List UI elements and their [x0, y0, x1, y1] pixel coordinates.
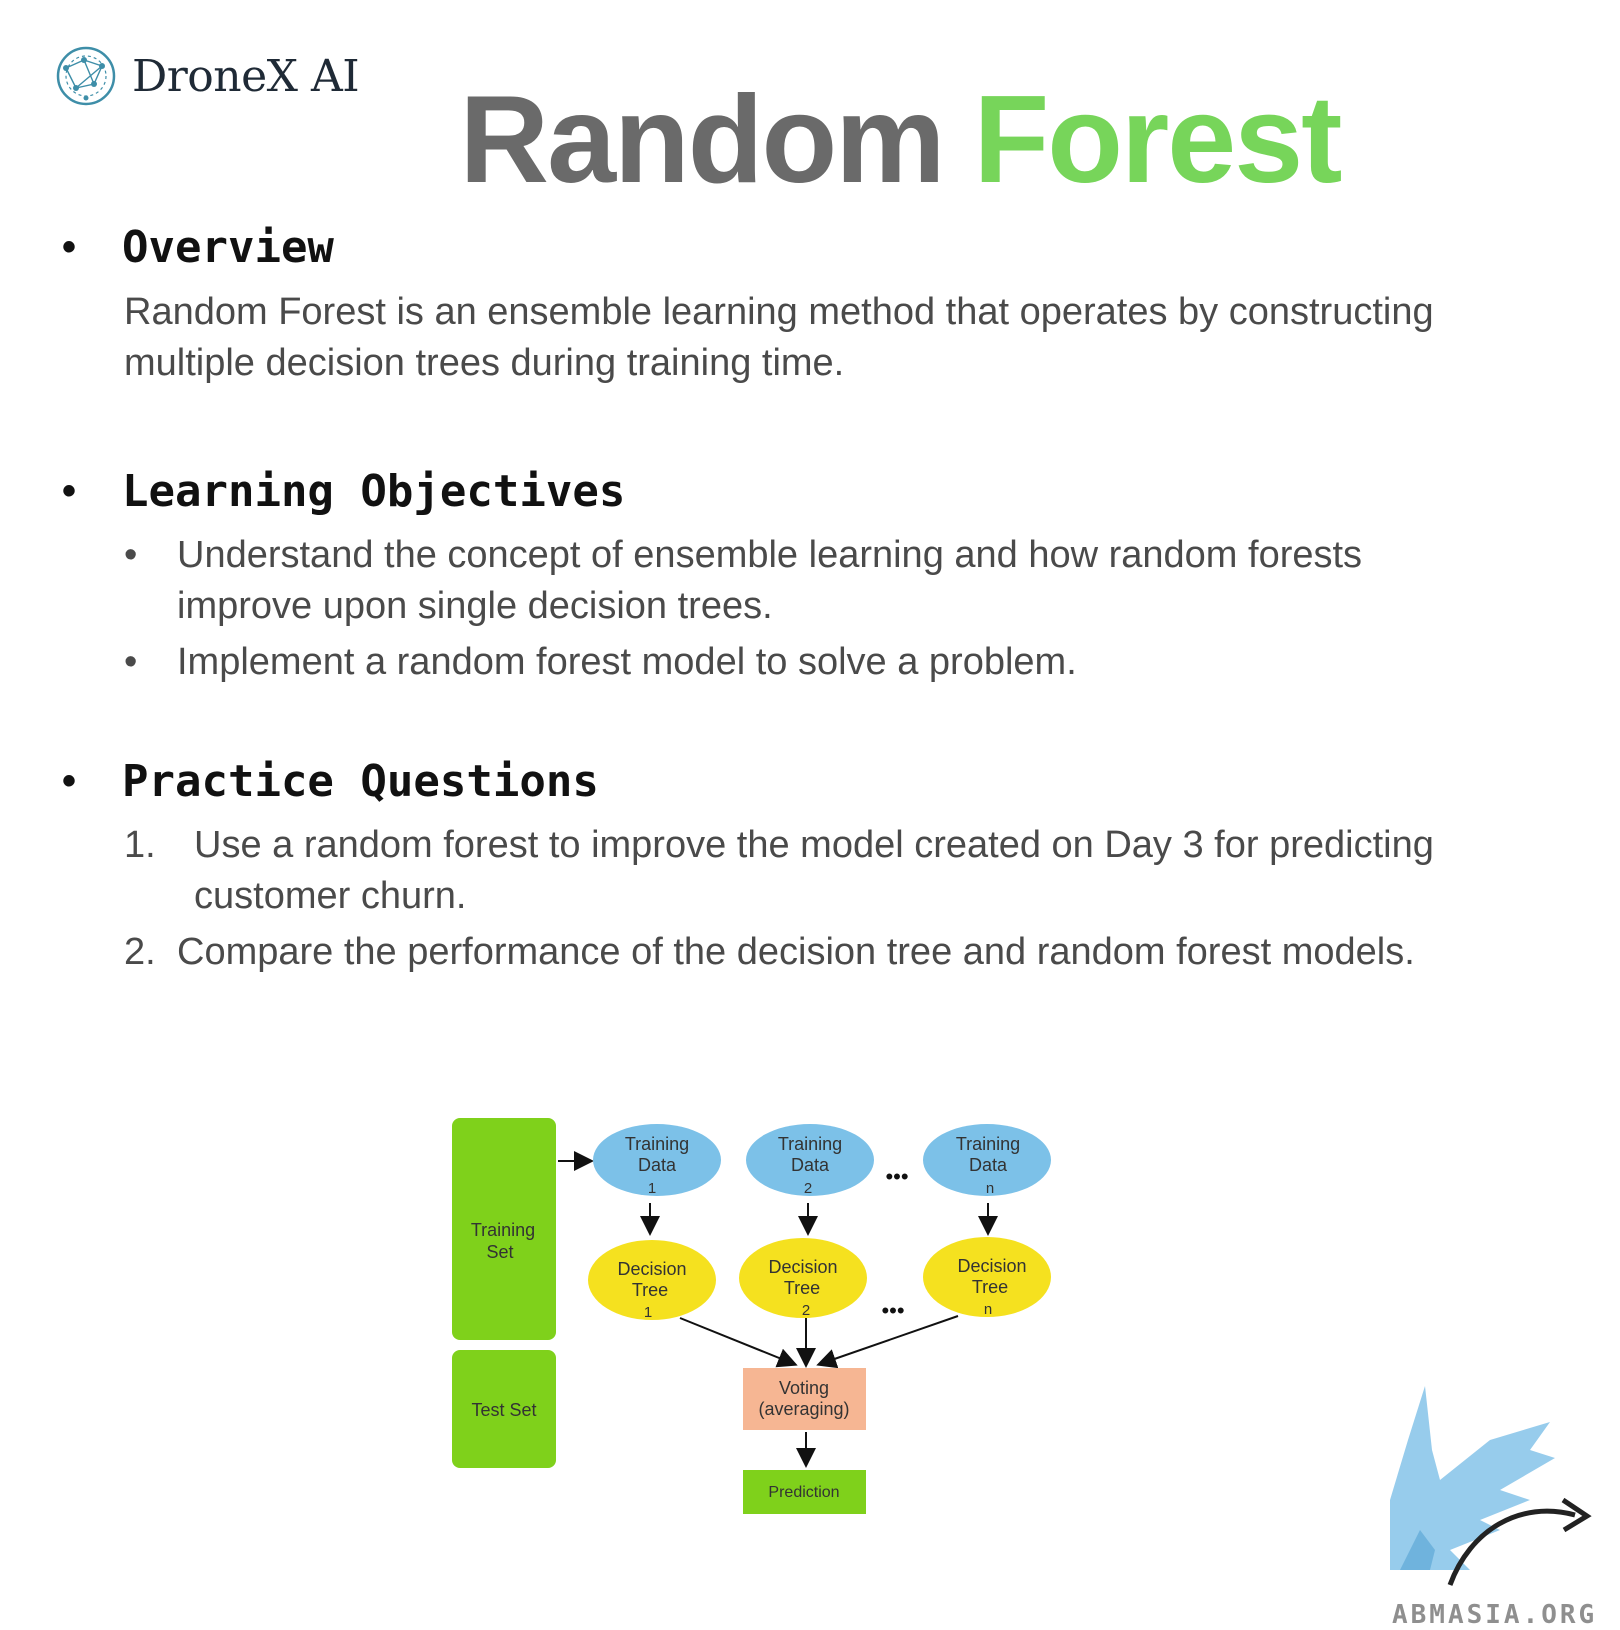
voting-label: (averaging) [758, 1399, 849, 1419]
test-set-label: Test Set [471, 1400, 536, 1420]
overview-line: Random Forest is an ensemble learning me… [124, 291, 1434, 333]
training-set-label: Set [486, 1242, 513, 1262]
overview-heading-row: • Overview [62, 222, 334, 273]
training-data-label: Training [625, 1134, 689, 1154]
voting-label: Voting [779, 1378, 829, 1398]
training-data-label: Training [778, 1134, 842, 1154]
objective-line: Implement a random forest model to solve… [177, 641, 1077, 683]
overview-text: Random Forest is an ensemble learning me… [124, 287, 1584, 389]
practice-item: 2. Compare the performance of the decisi… [124, 927, 1415, 978]
overview-line: multiple decision trees during training … [124, 342, 845, 384]
test-set-box [452, 1350, 556, 1468]
training-data-label: n [986, 1180, 994, 1197]
logo-text: DroneX AI [132, 50, 360, 102]
practice-line: Use a random forest to improve the model… [194, 824, 1434, 866]
ellipsis-dots: ••• [881, 1298, 904, 1323]
practice-marker: 2. [124, 931, 156, 973]
bullet: • [62, 759, 77, 803]
decision-tree-label: Decision [617, 1259, 686, 1279]
practice-heading-row: • Practice Questions [62, 756, 599, 807]
training-data-label: Data [969, 1155, 1008, 1175]
decision-tree-label: Decision [768, 1257, 837, 1277]
training-data-node [923, 1124, 1051, 1196]
objectives-heading: Learning Objectives [122, 466, 626, 517]
network-globe-icon [56, 46, 116, 106]
training-data-label: 2 [804, 1180, 812, 1197]
objective-item: • Understand the concept of ensemble lea… [124, 530, 1362, 632]
decision-tree-node [739, 1238, 867, 1318]
decision-tree-label: Tree [632, 1280, 668, 1300]
title-word-random: Random [459, 71, 946, 209]
page-title: Random Forest [0, 78, 1620, 202]
practice-item: 1. Use a random forest to improve the mo… [124, 820, 1434, 922]
decision-tree-label: n [984, 1301, 992, 1318]
objective-line: improve upon single decision trees. [177, 585, 773, 627]
decision-tree-label: 2 [802, 1302, 810, 1319]
prediction-box [743, 1470, 866, 1514]
practice-line: customer churn. [194, 875, 467, 917]
decision-tree-label: Tree [784, 1278, 820, 1298]
watermark-text: ABMASIA.ORG [1392, 1600, 1598, 1630]
griffin-icon [1390, 1386, 1592, 1586]
training-data-label: Training [956, 1134, 1020, 1154]
decision-tree-label: Tree [972, 1277, 1008, 1297]
decision-tree-node [588, 1240, 716, 1320]
training-data-node [746, 1124, 874, 1196]
overview-heading: Overview [122, 222, 334, 273]
decision-tree-node [923, 1237, 1051, 1317]
objective-marker: • [124, 641, 138, 683]
bullet: • [62, 225, 77, 269]
objective-item: • Implement a random forest model to sol… [124, 637, 1077, 688]
logo: DroneX AI [54, 44, 360, 108]
bullet: • [62, 469, 77, 513]
objective-marker: • [124, 534, 138, 576]
practice-marker: 1. [124, 824, 156, 866]
training-set-box [452, 1118, 556, 1340]
voting-box [743, 1368, 866, 1430]
objectives-heading-row: • Learning Objectives [62, 466, 625, 517]
decision-tree-label: Decision [957, 1256, 1026, 1276]
decision-tree-label: 1 [644, 1304, 652, 1321]
training-set-label: Training [471, 1220, 535, 1240]
prediction-label: Prediction [768, 1484, 839, 1501]
training-data-node [593, 1124, 721, 1196]
title-word-forest: Forest [973, 71, 1343, 209]
training-data-label: 1 [648, 1180, 656, 1197]
training-data-label: Data [638, 1155, 677, 1175]
training-data-label: Data [791, 1155, 830, 1175]
ellipsis-dots: ••• [885, 1164, 908, 1189]
practice-heading: Practice Questions [122, 756, 599, 807]
objective-line: Understand the concept of ensemble learn… [177, 534, 1363, 576]
practice-line: Compare the performance of the decision … [177, 931, 1415, 973]
